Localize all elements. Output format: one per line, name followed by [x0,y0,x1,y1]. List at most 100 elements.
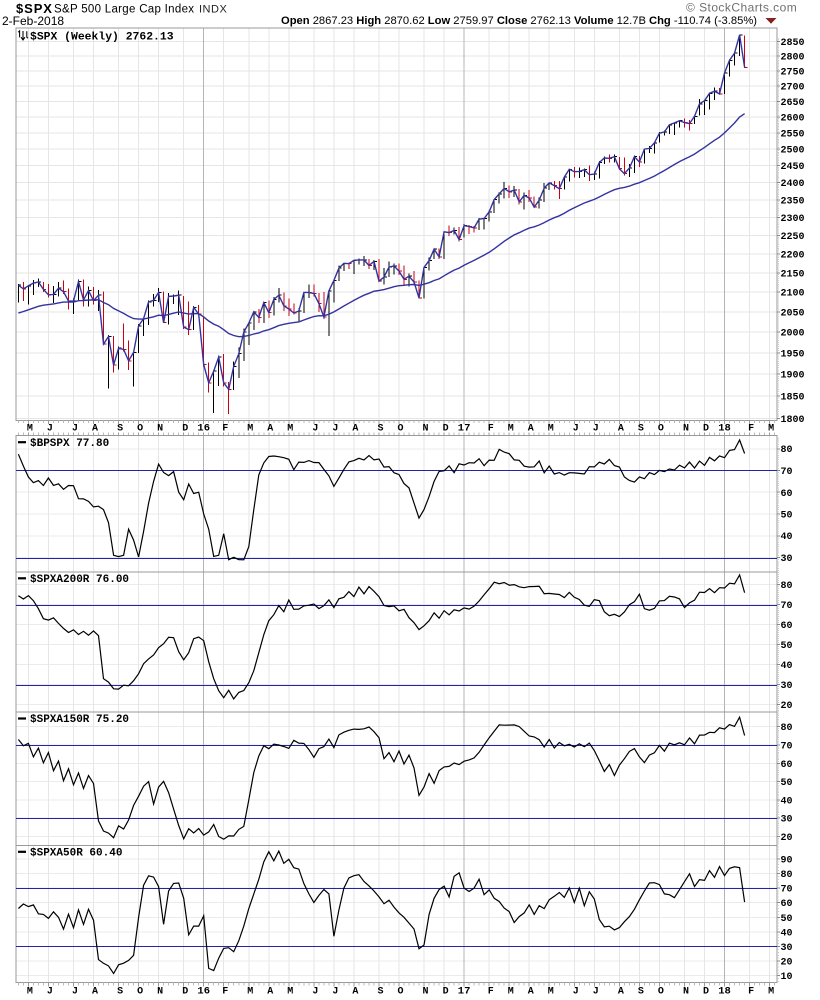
svg-text:2700: 2700 [781,83,805,94]
svg-text:50: 50 [781,778,793,789]
svg-text:40: 40 [781,661,793,672]
svg-text:50: 50 [781,511,793,522]
svg-text:A: A [618,987,624,998]
svg-text:INDX: INDX [199,3,227,15]
svg-text:D: D [703,424,709,435]
svg-text:60: 60 [781,899,793,910]
svg-text:18: 18 [718,423,731,435]
svg-text:2200: 2200 [781,250,805,261]
svg-text:A: A [92,987,98,998]
svg-text:70: 70 [781,885,793,896]
svg-text:50: 50 [781,914,793,925]
svg-text:J: J [72,424,78,435]
svg-text:J: J [593,987,599,998]
svg-text:N: N [683,987,689,998]
svg-text:J: J [47,987,53,998]
svg-text:18: 18 [718,986,731,998]
svg-text:2300: 2300 [781,214,805,225]
svg-text:J: J [47,424,53,435]
svg-text:$BPSPX 77.80: $BPSPX 77.80 [30,438,109,450]
svg-text:J: J [332,424,338,435]
svg-text:M: M [548,424,554,435]
svg-text:$SPXA150R 75.20: $SPXA150R 75.20 [30,714,129,726]
svg-text:30: 30 [781,815,793,826]
svg-text:M: M [508,424,514,435]
svg-text:A: A [618,424,624,435]
svg-text:N: N [422,987,428,998]
svg-text:M: M [508,987,514,998]
svg-text:M: M [287,987,293,998]
svg-text:70: 70 [781,742,793,753]
svg-text:N: N [157,987,163,998]
svg-text:S: S [377,424,383,435]
svg-text:S: S [117,987,123,998]
svg-text:2150: 2150 [781,269,805,280]
svg-text:J: J [332,987,338,998]
svg-text:A: A [267,424,273,435]
svg-text:80: 80 [781,723,793,734]
svg-text:2000: 2000 [781,329,805,340]
svg-text:M: M [247,424,253,435]
svg-text:2400: 2400 [781,179,805,190]
svg-text:M: M [247,987,253,998]
svg-text:O: O [137,987,143,998]
svg-text:S: S [117,424,123,435]
svg-text:1950: 1950 [781,349,805,360]
svg-text:2350: 2350 [781,196,805,207]
svg-text:A: A [528,424,534,435]
svg-text:F: F [488,987,494,998]
svg-text:F: F [748,424,754,435]
svg-text:S: S [638,987,644,998]
svg-text:2450: 2450 [781,162,805,173]
svg-text:D: D [182,424,188,435]
svg-text:O: O [137,424,143,435]
svg-text:2-Feb-2018: 2-Feb-2018 [2,14,64,28]
svg-text:20: 20 [781,833,793,844]
svg-text:2750: 2750 [781,67,805,78]
svg-text:F: F [222,424,228,435]
svg-text:40: 40 [781,796,793,807]
svg-text:2800: 2800 [781,53,805,64]
svg-text:M: M [768,987,774,998]
svg-text:N: N [422,424,428,435]
svg-text:2650: 2650 [781,98,805,109]
svg-text:D: D [703,987,709,998]
svg-text:N: N [157,424,163,435]
svg-text:D: D [443,424,449,435]
svg-text:30: 30 [781,681,793,692]
svg-text:O: O [658,424,664,435]
svg-text:Open 2867.23 High 2870.62 Lo: Open 2867.23 High 2870.62 Low 2759.97 Cl… [281,15,757,27]
svg-text:J: J [72,987,78,998]
svg-text:A: A [267,987,273,998]
svg-text:50: 50 [781,641,793,652]
svg-text:2600: 2600 [781,113,805,124]
svg-text:S: S [377,987,383,998]
svg-text:O: O [397,987,403,998]
svg-text:70: 70 [781,467,793,478]
svg-text:60: 60 [781,621,793,632]
svg-text:$SPX: $SPX [16,1,53,16]
svg-text:J: J [573,424,579,435]
svg-text:1900: 1900 [781,371,805,382]
svg-text:$SPX (Weekly) 2762.13: $SPX (Weekly) 2762.13 [30,32,174,44]
svg-text:30: 30 [781,554,793,565]
svg-text:J: J [593,424,599,435]
svg-text:A: A [92,424,98,435]
svg-text:20: 20 [781,958,793,969]
svg-text:17: 17 [458,986,471,998]
svg-text:2250: 2250 [781,232,805,243]
svg-text:O: O [658,987,664,998]
svg-text:70: 70 [781,601,793,612]
svg-text:A: A [352,987,358,998]
svg-text:O: O [397,424,403,435]
svg-text:F: F [488,424,494,435]
svg-text:60: 60 [781,489,793,500]
svg-text:16: 16 [197,986,210,998]
svg-text:60: 60 [781,760,793,771]
svg-text:40: 40 [781,532,793,543]
svg-text:1800: 1800 [781,415,805,426]
svg-text:D: D [443,987,449,998]
svg-text:$SPXA50R 60.40: $SPXA50R 60.40 [30,848,122,860]
svg-text:20: 20 [781,701,793,712]
svg-text:2100: 2100 [781,289,805,300]
